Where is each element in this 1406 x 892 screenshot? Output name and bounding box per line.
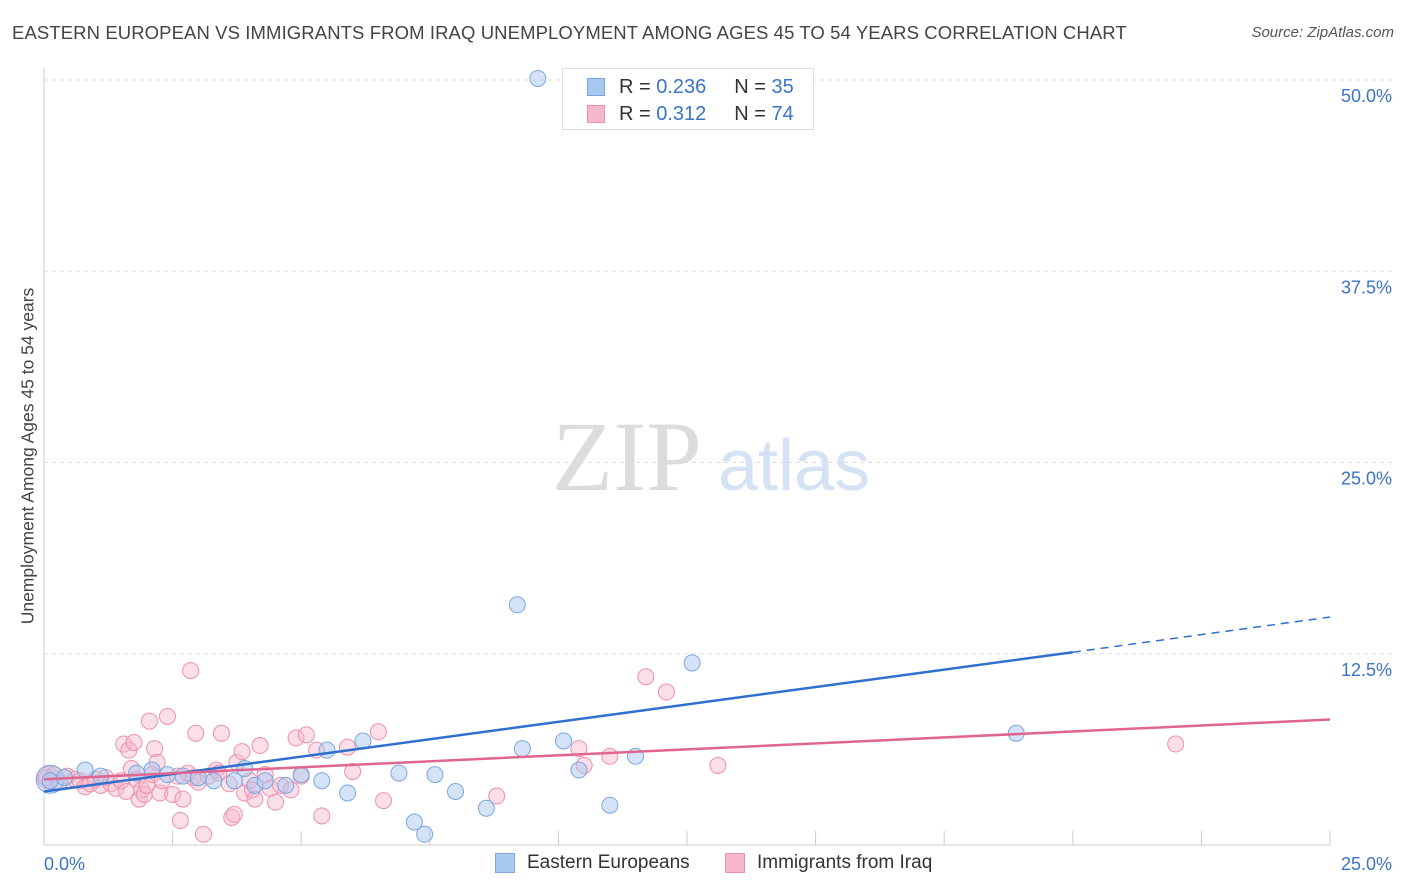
data-point	[225, 772, 243, 790]
data-point	[223, 808, 241, 826]
data-point	[344, 763, 362, 781]
y-tick-label: 12.5%	[1341, 660, 1392, 680]
data-point	[194, 825, 212, 843]
legend-n-value-pink: 74	[771, 102, 794, 125]
watermark-atlas: atlas	[718, 426, 870, 506]
data-point	[405, 813, 423, 831]
data-point	[146, 740, 164, 758]
data-point	[570, 740, 588, 758]
y-tick-label: 25.0%	[1341, 469, 1392, 489]
series-swatch-blue	[495, 853, 515, 873]
data-point	[657, 683, 675, 701]
data-point	[277, 776, 295, 794]
source-label: Source: ZipAtlas.com	[1251, 24, 1394, 41]
legend-r-value-blue: 0.236	[656, 75, 707, 98]
data-point	[683, 654, 701, 672]
data-point	[171, 812, 189, 830]
data-point	[205, 772, 223, 790]
blue-points	[35, 69, 1025, 843]
trend-line-blue-projection	[1072, 616, 1331, 653]
data-point	[140, 712, 158, 730]
data-point	[174, 767, 192, 785]
data-point	[41, 772, 59, 790]
legend-n-value-blue: 35	[771, 75, 794, 98]
data-point	[426, 766, 444, 784]
data-point	[182, 662, 200, 680]
data-point	[158, 707, 176, 725]
series-legend: Eastern Europeans Immigrants from Iraq	[0, 852, 1406, 878]
data-point	[570, 761, 588, 779]
x-tick-labels: 0.0% 25.0%	[44, 854, 1392, 874]
legend-n-label: N =	[734, 102, 766, 125]
data-point	[637, 668, 655, 686]
data-point	[125, 733, 143, 751]
data-point	[477, 799, 495, 817]
data-point	[251, 737, 269, 755]
data-point	[513, 740, 531, 758]
data-point	[174, 790, 192, 808]
data-point	[709, 756, 727, 774]
y-tick-labels: 12.5% 25.0% 37.5% 50.0%	[1341, 86, 1392, 680]
legend-row-blue: R = 0.236 N = 35	[587, 75, 794, 99]
data-point	[76, 761, 94, 779]
trend-lines	[43, 616, 1331, 793]
y-tick-label: 37.5%	[1341, 277, 1392, 297]
x-tick-label: 25.0%	[1341, 854, 1392, 874]
series-label-immigrants-from-iraq: Immigrants from Iraq	[757, 852, 933, 873]
legend-n-label: N =	[734, 75, 766, 98]
data-point	[555, 732, 573, 750]
y-axis-label: Unemployment Among Ages 45 to 54 years	[17, 287, 38, 625]
series-legend-eastern-europeans[interactable]: Eastern Europeans	[495, 852, 690, 874]
data-point	[369, 723, 387, 741]
trend-line-pink	[43, 718, 1331, 781]
data-point	[287, 729, 305, 747]
legend-swatch-pink	[587, 105, 605, 123]
chart-title: EASTERN EUROPEAN VS IMMIGRANTS FROM IRAQ…	[12, 22, 1127, 43]
correlation-legend: R = 0.236 N = 35 R = 0.312 N = 74	[562, 68, 814, 130]
x-ticks	[43, 831, 1331, 845]
data-point	[212, 724, 230, 742]
legend-r-value-pink: 0.312	[656, 102, 707, 125]
data-point	[266, 793, 284, 811]
data-point	[297, 726, 315, 744]
data-point	[313, 772, 331, 790]
data-point	[225, 805, 243, 823]
data-point	[390, 764, 408, 782]
data-point	[164, 786, 182, 804]
y-tick-label: 50.0%	[1341, 86, 1392, 106]
data-point	[375, 792, 393, 810]
data-point	[601, 747, 619, 765]
data-point	[233, 743, 251, 761]
series-label-eastern-europeans: Eastern Europeans	[527, 852, 690, 873]
data-point	[416, 825, 434, 843]
trend-line-blue	[43, 650, 1073, 793]
data-point	[292, 766, 310, 784]
data-point	[1167, 735, 1185, 753]
watermark: ZIP atlas	[552, 401, 870, 512]
legend-row-pink: R = 0.312 N = 74	[587, 102, 794, 126]
gridlines	[44, 79, 1392, 655]
x-tick-label: 0.0%	[44, 854, 85, 874]
data-point	[338, 738, 356, 756]
data-point	[313, 807, 331, 825]
data-point	[601, 796, 619, 814]
watermark-zip: ZIP	[552, 401, 702, 512]
data-point	[133, 781, 151, 799]
series-legend-immigrants-from-iraq[interactable]: Immigrants from Iraq	[725, 852, 932, 874]
legend-r-label: R =	[619, 102, 651, 125]
data-point	[488, 787, 506, 805]
data-point	[529, 69, 547, 87]
legend-swatch-blue	[587, 78, 605, 96]
data-point	[508, 596, 526, 614]
data-point	[447, 782, 465, 800]
series-swatch-pink	[725, 853, 745, 873]
legend-r-label: R =	[619, 75, 651, 98]
data-point	[338, 784, 356, 802]
data-point	[187, 724, 205, 742]
data-point	[318, 741, 336, 759]
data-point	[256, 772, 274, 790]
